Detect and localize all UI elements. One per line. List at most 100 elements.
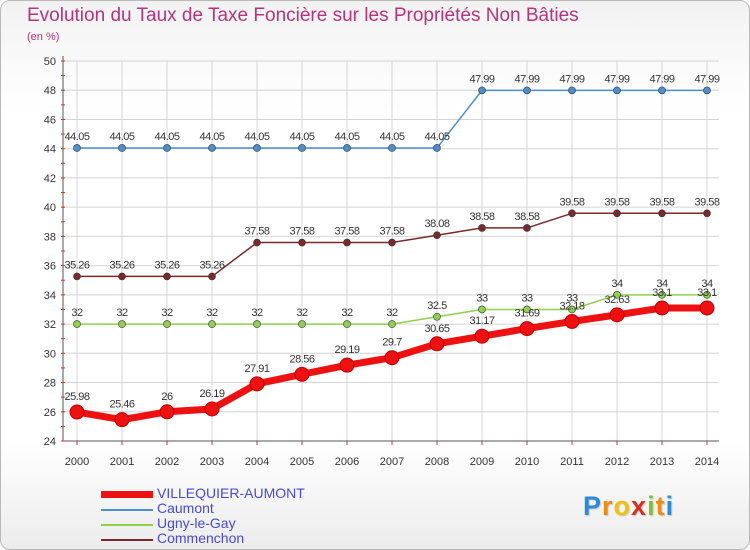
data-point [253,144,261,152]
legend-label: Caumont [157,500,214,516]
data-point [564,313,580,329]
data-label: 44.05 [154,131,179,143]
x-tick-label: 2003 [200,456,224,468]
data-point [208,320,216,328]
data-label: 38.08 [424,218,449,230]
data-point [429,336,445,352]
data-label: 44.05 [289,131,314,143]
data-point [384,350,400,366]
data-label: 44.05 [244,131,269,143]
y-tick-label: 42 [44,173,56,185]
data-point [163,320,171,328]
data-point [118,272,126,281]
data-label: 31.17 [469,315,494,327]
data-label: 47.99 [694,73,719,85]
data-label: 29.19 [334,344,359,356]
data-label: 37.58 [379,226,404,238]
data-label: 32.63 [604,294,629,306]
y-tick-label: 32 [44,319,56,331]
data-point [568,305,576,314]
data-point [249,376,265,392]
data-label: 32 [341,307,353,319]
data-label: 39.58 [559,196,584,208]
y-tick-label: 24 [44,436,56,448]
legend-swatch-commenchon [101,539,153,541]
data-label: 44.05 [334,131,359,143]
data-point [73,320,81,328]
legend-label: Ugny-le-Gay [157,515,236,531]
data-point [204,401,220,417]
legend-swatch-villequier-aumont [101,491,153,498]
y-tick-label: 30 [44,348,56,360]
data-label: 25.46 [109,399,134,411]
legend-label: VILLEQUIER-AUMONT [157,485,305,501]
y-tick-label: 28 [44,378,56,390]
data-point [388,320,396,328]
data-label: 32 [251,307,263,319]
logo-letter: x [631,491,648,521]
data-label: 44.05 [424,131,449,143]
data-point [658,209,666,218]
data-point [703,209,711,218]
x-tick-label: 2008 [425,456,449,468]
data-label: 35.26 [154,259,179,271]
x-tick-label: 2006 [335,456,359,468]
x-tick-label: 2004 [245,456,269,468]
data-label: 33 [521,292,533,304]
legend-swatch-ugny-le-gay [101,524,153,526]
data-label: 44.05 [109,131,134,143]
logo-letter: i [665,491,675,521]
data-point [388,144,396,152]
data-label: 32 [296,307,308,319]
y-tick-label: 48 [44,85,56,97]
data-label: 33 [566,292,578,304]
logo-letter: o [613,491,632,521]
data-label: 39.58 [604,196,629,208]
data-point [478,305,486,314]
data-point [118,144,126,152]
x-tick-label: 2005 [290,456,314,468]
x-tick-label: 2002 [155,456,179,468]
data-label: 31.69 [514,308,539,320]
data-label: 37.58 [244,226,269,238]
data-point [478,86,486,95]
data-point [613,291,621,299]
data-point [343,144,351,152]
data-label: 47.99 [514,73,539,85]
data-point [343,238,351,247]
x-tick-label: 2011 [560,456,584,468]
data-point [609,307,625,323]
data-label: 29.7 [382,337,402,349]
data-label: 28.56 [289,353,314,365]
data-label: 44.05 [64,131,89,143]
data-label: 44.05 [379,131,404,143]
x-tick-label: 2001 [110,456,134,468]
data-label: 32 [116,307,128,319]
data-label: 39.58 [694,196,719,208]
data-point [163,144,171,152]
logo-letter: r [602,491,614,521]
legend-swatch-caumont [101,509,153,511]
y-tick-label: 34 [44,290,56,302]
data-label: 27.91 [244,363,269,375]
logo-letter: P [583,491,603,521]
data-point [73,272,81,281]
y-tick-label: 36 [44,261,56,273]
data-point [114,412,130,428]
y-tick-label: 40 [44,202,56,214]
data-point [163,272,171,281]
data-point [703,86,711,95]
x-tick-label: 2000 [65,456,89,468]
data-label: 35.26 [109,259,134,271]
data-point [298,144,306,152]
data-label: 47.99 [604,73,629,85]
data-point [523,86,531,95]
data-point [339,357,355,373]
x-tick-label: 2012 [605,456,629,468]
data-label: 35.26 [199,259,224,271]
data-point [699,300,715,316]
logo-letter: t [655,491,666,521]
chart-title: Evolution du Taux de Taxe Foncière sur l… [27,5,579,26]
data-label: 38.58 [514,211,539,223]
